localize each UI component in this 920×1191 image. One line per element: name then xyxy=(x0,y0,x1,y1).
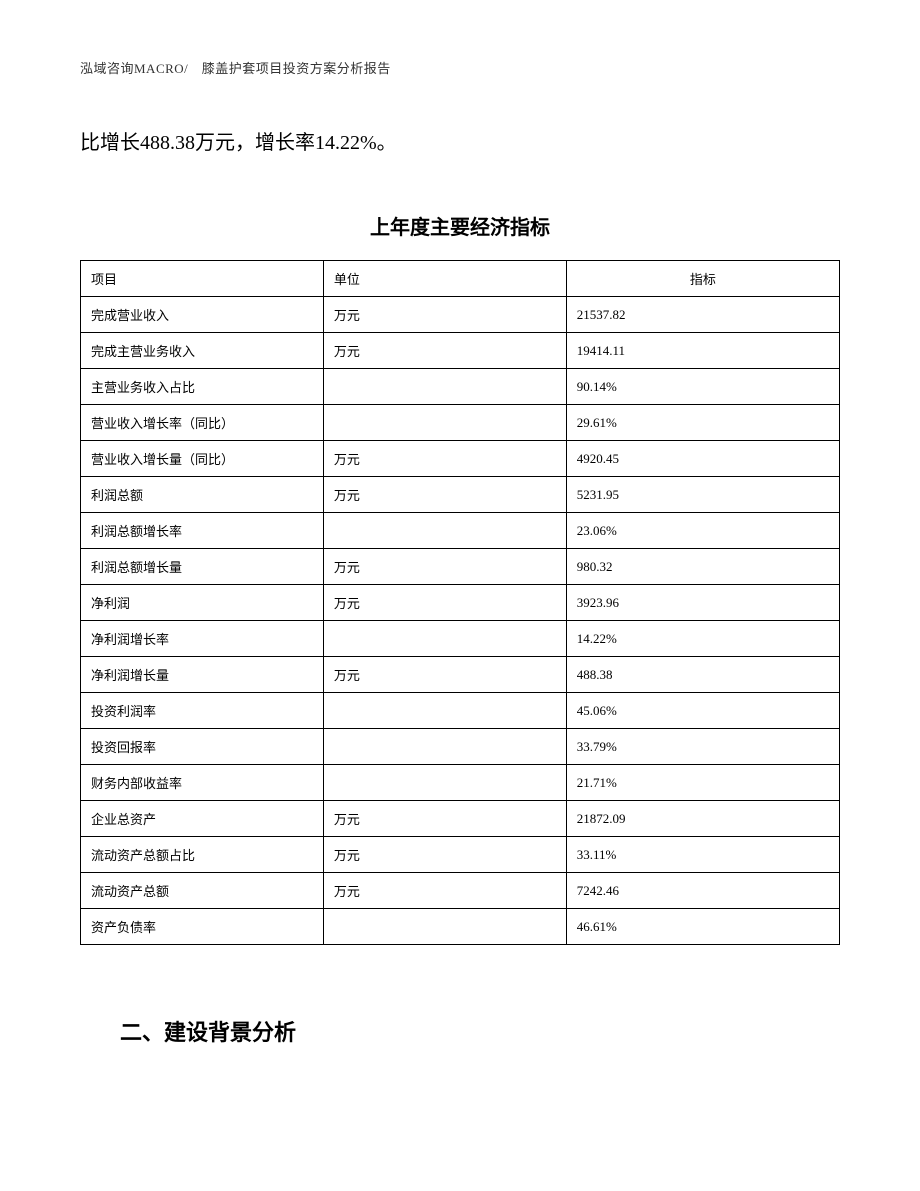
body-paragraph: 比增长488.38万元，增长率14.22%。 xyxy=(80,125,840,161)
table-row: 利润总额万元5231.95 xyxy=(81,477,840,513)
table-row: 完成主营业务收入万元19414.11 xyxy=(81,333,840,369)
table-cell-item: 净利润增长量 xyxy=(81,657,324,693)
table-cell-indicator: 23.06% xyxy=(566,513,839,549)
table-cell-item: 净利润增长率 xyxy=(81,621,324,657)
table-row: 利润总额增长率 23.06% xyxy=(81,513,840,549)
section-heading: 二、建设背景分析 xyxy=(120,1015,840,1047)
table-cell-item: 利润总额增长量 xyxy=(81,549,324,585)
table-cell-unit xyxy=(323,909,566,945)
table-cell-indicator: 33.11% xyxy=(566,837,839,873)
table-cell-indicator: 3923.96 xyxy=(566,585,839,621)
table-cell-item: 营业收入增长率（同比） xyxy=(81,405,324,441)
table-cell-unit: 万元 xyxy=(323,297,566,333)
table-row: 投资利润率 45.06% xyxy=(81,693,840,729)
table-cell-indicator: 980.32 xyxy=(566,549,839,585)
table-row: 净利润增长率 14.22% xyxy=(81,621,840,657)
table-cell-indicator: 45.06% xyxy=(566,693,839,729)
table-title: 上年度主要经济指标 xyxy=(80,211,840,240)
table-row: 净利润增长量万元488.38 xyxy=(81,657,840,693)
table-cell-item: 企业总资产 xyxy=(81,801,324,837)
table-cell-item: 资产负债率 xyxy=(81,909,324,945)
table-row: 利润总额增长量万元980.32 xyxy=(81,549,840,585)
table-cell-unit xyxy=(323,513,566,549)
table-row: 财务内部收益率 21.71% xyxy=(81,765,840,801)
table-cell-unit xyxy=(323,729,566,765)
table-cell-indicator: 4920.45 xyxy=(566,441,839,477)
table-cell-unit xyxy=(323,369,566,405)
table-cell-unit: 万元 xyxy=(323,837,566,873)
table-cell-indicator: 5231.95 xyxy=(566,477,839,513)
table-cell-unit xyxy=(323,765,566,801)
table-cell-item: 投资利润率 xyxy=(81,693,324,729)
table-cell-indicator: 21872.09 xyxy=(566,801,839,837)
table-cell-item: 营业收入增长量（同比） xyxy=(81,441,324,477)
table-row: 资产负债率 46.61% xyxy=(81,909,840,945)
table-cell-item: 流动资产总额占比 xyxy=(81,837,324,873)
table-cell-item: 完成营业收入 xyxy=(81,297,324,333)
table-row: 营业收入增长率（同比） 29.61% xyxy=(81,405,840,441)
table-cell-indicator: 19414.11 xyxy=(566,333,839,369)
table-cell-item: 净利润 xyxy=(81,585,324,621)
table-header-row: 项目 单位 指标 xyxy=(81,261,840,297)
table-cell-unit: 万元 xyxy=(323,873,566,909)
table-cell-item: 财务内部收益率 xyxy=(81,765,324,801)
economic-indicators-table: 项目 单位 指标 完成营业收入万元21537.82完成主营业务收入万元19414… xyxy=(80,260,840,945)
table-cell-item: 投资回报率 xyxy=(81,729,324,765)
table-cell-item: 利润总额 xyxy=(81,477,324,513)
table-cell-indicator: 90.14% xyxy=(566,369,839,405)
table-cell-unit: 万元 xyxy=(323,801,566,837)
table-row: 净利润万元3923.96 xyxy=(81,585,840,621)
table-row: 企业总资产万元21872.09 xyxy=(81,801,840,837)
table-row: 完成营业收入万元21537.82 xyxy=(81,297,840,333)
table-cell-item: 完成主营业务收入 xyxy=(81,333,324,369)
table-cell-indicator: 14.22% xyxy=(566,621,839,657)
table-cell-indicator: 21537.82 xyxy=(566,297,839,333)
table-cell-unit xyxy=(323,693,566,729)
table-cell-unit xyxy=(323,405,566,441)
table-cell-indicator: 46.61% xyxy=(566,909,839,945)
table-cell-item: 利润总额增长率 xyxy=(81,513,324,549)
table-cell-item: 主营业务收入占比 xyxy=(81,369,324,405)
table-cell-indicator: 7242.46 xyxy=(566,873,839,909)
table-row: 流动资产总额万元7242.46 xyxy=(81,873,840,909)
table-row: 营业收入增长量（同比）万元4920.45 xyxy=(81,441,840,477)
table-cell-indicator: 21.71% xyxy=(566,765,839,801)
table-header-unit: 单位 xyxy=(323,261,566,297)
table-cell-unit xyxy=(323,621,566,657)
table-row: 主营业务收入占比 90.14% xyxy=(81,369,840,405)
table-cell-unit: 万元 xyxy=(323,441,566,477)
table-header-item: 项目 xyxy=(81,261,324,297)
table-cell-unit: 万元 xyxy=(323,549,566,585)
page-header: 泓域咨询MACRO/ 膝盖护套项目投资方案分析报告 xyxy=(80,58,840,77)
table-row: 投资回报率 33.79% xyxy=(81,729,840,765)
table-cell-unit: 万元 xyxy=(323,477,566,513)
table-cell-unit: 万元 xyxy=(323,657,566,693)
table-row: 流动资产总额占比万元33.11% xyxy=(81,837,840,873)
table-cell-item: 流动资产总额 xyxy=(81,873,324,909)
table-cell-indicator: 488.38 xyxy=(566,657,839,693)
table-cell-indicator: 33.79% xyxy=(566,729,839,765)
table-cell-indicator: 29.61% xyxy=(566,405,839,441)
table-cell-unit: 万元 xyxy=(323,333,566,369)
table-cell-unit: 万元 xyxy=(323,585,566,621)
table-header-indicator: 指标 xyxy=(566,261,839,297)
